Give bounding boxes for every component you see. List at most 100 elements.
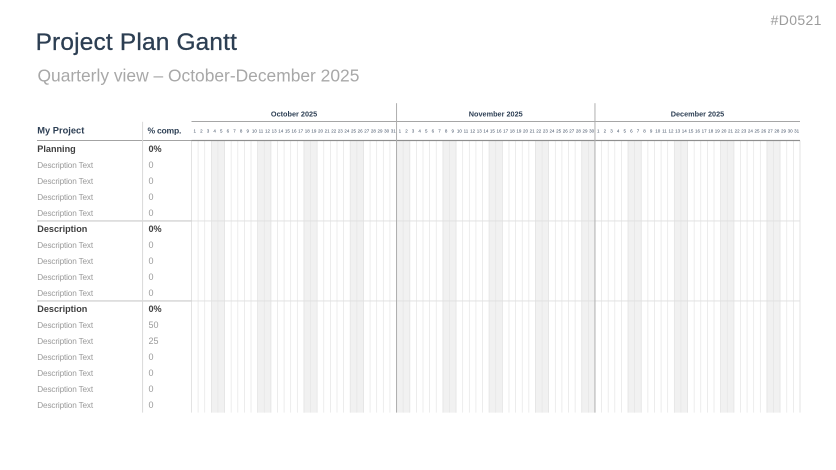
svg-text:24: 24: [344, 129, 350, 134]
svg-text:31: 31: [391, 129, 397, 134]
svg-text:11: 11: [259, 129, 264, 134]
svg-text:14: 14: [682, 129, 688, 134]
svg-text:6: 6: [432, 129, 435, 134]
svg-text:Description Text: Description Text: [37, 401, 94, 410]
svg-text:21: 21: [530, 129, 536, 134]
svg-text:16: 16: [695, 129, 701, 134]
svg-text:19: 19: [311, 129, 317, 134]
svg-text:8: 8: [445, 129, 448, 134]
svg-text:Project Plan Gantt: Project Plan Gantt: [36, 29, 238, 56]
svg-text:3: 3: [610, 129, 613, 134]
svg-text:10: 10: [252, 129, 258, 134]
svg-text:30: 30: [384, 129, 390, 134]
svg-text:26: 26: [761, 129, 767, 134]
svg-text:0: 0: [149, 288, 154, 298]
svg-text:0: 0: [149, 160, 154, 170]
svg-text:4: 4: [617, 129, 620, 134]
svg-text:Description Text: Description Text: [37, 337, 94, 346]
svg-text:Description Text: Description Text: [37, 385, 94, 394]
svg-text:Description Text: Description Text: [37, 257, 94, 266]
svg-text:8: 8: [240, 129, 243, 134]
svg-text:31: 31: [794, 129, 800, 134]
svg-text:0: 0: [149, 208, 154, 218]
svg-text:3: 3: [412, 129, 415, 134]
svg-text:0: 0: [149, 368, 154, 378]
svg-text:2: 2: [604, 129, 607, 134]
svg-text:% comp.: % comp.: [148, 125, 182, 135]
svg-text:8: 8: [643, 129, 646, 134]
svg-text:18: 18: [708, 129, 714, 134]
svg-text:16: 16: [497, 129, 503, 134]
svg-text:5: 5: [425, 129, 428, 134]
svg-text:12: 12: [669, 129, 675, 134]
svg-text:13: 13: [675, 129, 681, 134]
svg-text:20: 20: [318, 129, 324, 134]
svg-text:2: 2: [200, 129, 203, 134]
svg-text:14: 14: [278, 129, 284, 134]
svg-text:26: 26: [358, 129, 364, 134]
svg-text:23: 23: [338, 129, 344, 134]
svg-text:7: 7: [438, 129, 441, 134]
svg-text:22: 22: [735, 129, 741, 134]
svg-text:30: 30: [788, 129, 794, 134]
svg-text:25: 25: [351, 129, 357, 134]
svg-text:7: 7: [637, 129, 640, 134]
svg-text:14: 14: [483, 129, 489, 134]
svg-text:Planning: Planning: [37, 144, 75, 154]
svg-text:1: 1: [597, 129, 600, 134]
svg-text:2: 2: [405, 129, 408, 134]
svg-text:Quarterly view – October-Decem: Quarterly view – October-December 2025: [38, 66, 360, 86]
svg-text:21: 21: [728, 129, 734, 134]
svg-text:My Project: My Project: [37, 125, 84, 135]
svg-text:29: 29: [583, 129, 589, 134]
svg-text:7: 7: [233, 129, 236, 134]
svg-text:29: 29: [377, 129, 383, 134]
svg-text:9: 9: [650, 129, 653, 134]
svg-text:1: 1: [194, 129, 197, 134]
svg-text:6: 6: [227, 129, 230, 134]
svg-text:10: 10: [655, 129, 661, 134]
svg-text:22: 22: [331, 129, 337, 134]
svg-text:November 2025: November 2025: [469, 110, 523, 119]
svg-text:12: 12: [470, 129, 476, 134]
svg-text:19: 19: [715, 129, 721, 134]
svg-text:13: 13: [272, 129, 278, 134]
svg-text:0%: 0%: [149, 304, 162, 314]
svg-text:23: 23: [741, 129, 747, 134]
svg-text:#D0521: #D0521: [771, 12, 822, 28]
svg-text:1: 1: [399, 129, 402, 134]
svg-text:27: 27: [569, 129, 575, 134]
svg-text:5: 5: [220, 129, 223, 134]
svg-text:December 2025: December 2025: [671, 110, 725, 119]
svg-text:4: 4: [213, 129, 216, 134]
svg-text:13: 13: [477, 129, 483, 134]
svg-text:Description Text: Description Text: [37, 209, 94, 218]
svg-text:25: 25: [149, 336, 159, 346]
svg-text:Description: Description: [37, 304, 87, 314]
svg-text:0: 0: [149, 272, 154, 282]
svg-text:Description Text: Description Text: [37, 369, 94, 378]
svg-text:0%: 0%: [149, 144, 162, 154]
svg-text:October 2025: October 2025: [271, 110, 317, 119]
svg-text:21: 21: [325, 129, 331, 134]
svg-text:3: 3: [207, 129, 210, 134]
svg-text:0: 0: [149, 240, 154, 250]
svg-text:29: 29: [781, 129, 787, 134]
svg-text:11: 11: [464, 129, 469, 134]
svg-text:9: 9: [452, 129, 455, 134]
svg-text:Description Text: Description Text: [37, 161, 94, 170]
svg-text:26: 26: [563, 129, 569, 134]
svg-text:0: 0: [149, 192, 154, 202]
svg-text:15: 15: [285, 129, 291, 134]
svg-text:5: 5: [623, 129, 626, 134]
svg-text:25: 25: [755, 129, 761, 134]
svg-text:15: 15: [490, 129, 496, 134]
svg-text:23: 23: [543, 129, 549, 134]
svg-text:18: 18: [510, 129, 516, 134]
svg-text:19: 19: [516, 129, 522, 134]
svg-text:17: 17: [503, 129, 509, 134]
svg-text:16: 16: [292, 129, 298, 134]
svg-text:Description Text: Description Text: [37, 353, 94, 362]
svg-text:0: 0: [149, 352, 154, 362]
svg-text:0: 0: [149, 384, 154, 394]
